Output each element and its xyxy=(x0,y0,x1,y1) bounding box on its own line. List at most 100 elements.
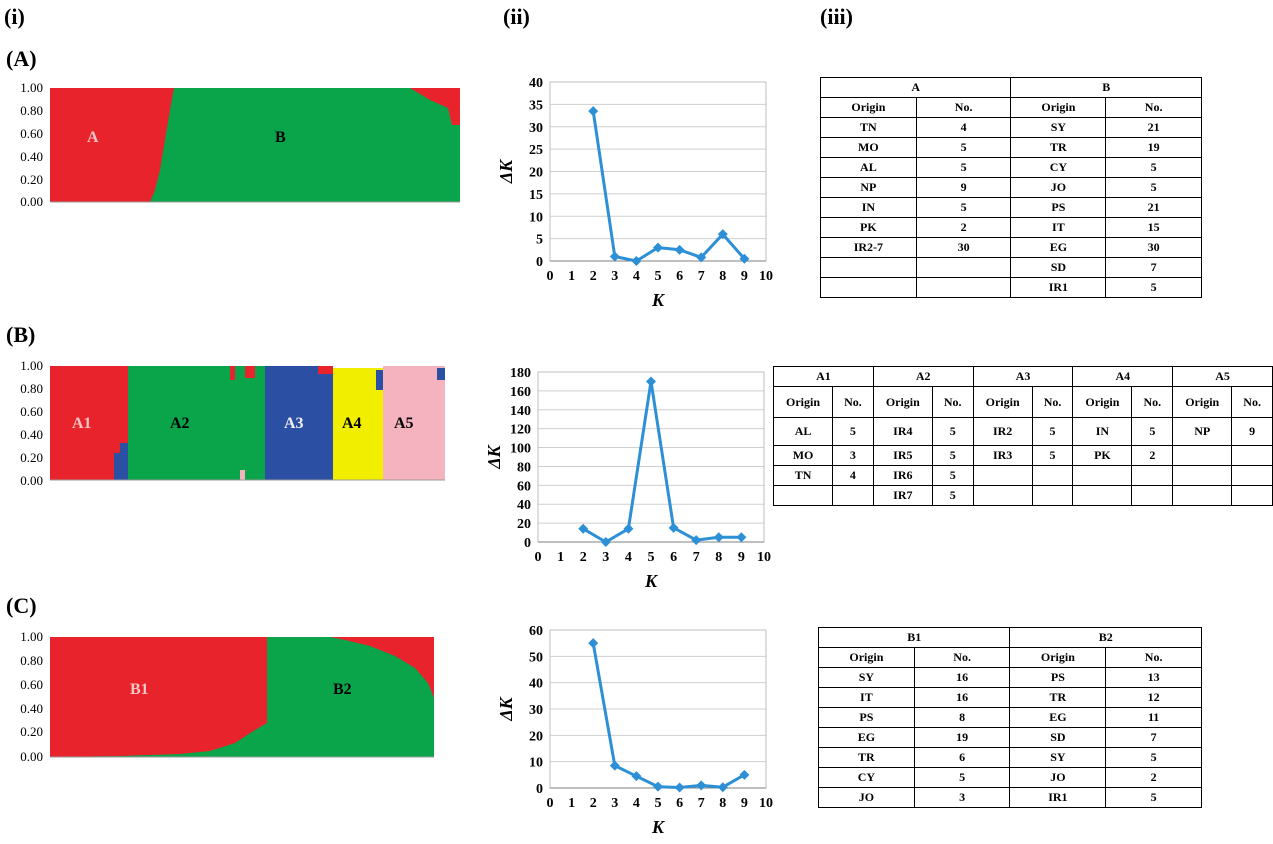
y-tick-label: 10 xyxy=(529,756,543,771)
x-tick-label: 6 xyxy=(676,796,683,811)
delta-k-point xyxy=(623,523,634,534)
struct-b-label-a5: A5 xyxy=(394,415,414,432)
struct-b-ytick: 0.40 xyxy=(20,427,43,442)
delta-k-point xyxy=(631,256,642,266)
table-cell: 30 xyxy=(915,237,1012,258)
table-row: SY 16 PS 13 xyxy=(818,667,1202,688)
struct-c-ytick: 0.40 xyxy=(20,701,43,716)
table-cell: IR5 xyxy=(872,445,933,466)
table-cell: 5 xyxy=(915,137,1012,158)
table-cell: TR xyxy=(1010,137,1107,158)
delta-k-point xyxy=(653,781,663,792)
delta-k-point xyxy=(717,229,728,240)
delta-k-point xyxy=(717,782,728,793)
struct-b-cluster-a5 xyxy=(383,366,445,480)
x-tick-label: 5 xyxy=(655,269,662,284)
table-cell xyxy=(1172,465,1233,486)
table-cell: MO xyxy=(820,137,917,158)
column-label-i: (i) xyxy=(4,4,25,29)
table-cell: IR2-7 xyxy=(820,237,917,258)
plot-frame xyxy=(537,371,765,543)
y-tick-label: 40 xyxy=(517,498,531,513)
table-cell: 15 xyxy=(1105,217,1202,238)
table-row: IR7 5 xyxy=(772,485,1273,506)
table-cell: 21 xyxy=(1105,117,1202,138)
table-cell xyxy=(832,485,874,506)
table-row: NP 9 JO 5 xyxy=(820,177,1202,198)
table-cell: 2 xyxy=(1131,445,1174,466)
delta-k-point xyxy=(668,522,679,533)
table-cell: PS xyxy=(1010,197,1107,218)
table-cell: 6 xyxy=(913,747,1011,768)
x-tick-label: 8 xyxy=(719,269,726,284)
table-cell: 16 xyxy=(913,687,1011,708)
table-cell: 11 xyxy=(1105,707,1202,728)
table-cell: 2 xyxy=(1105,767,1202,788)
table-cell: 30 xyxy=(1105,237,1202,258)
y-tick-label: 20 xyxy=(529,166,543,181)
x-tick-label: 4 xyxy=(633,269,640,284)
table-cell: SY xyxy=(1009,747,1107,768)
x-tick-label: 7 xyxy=(698,269,705,284)
struct-b-ytick: 1.00 xyxy=(20,358,43,373)
y-tick-label: 180 xyxy=(510,366,531,381)
table-a-group-a: A xyxy=(819,77,1012,98)
table-b-col-no: No. xyxy=(832,386,874,418)
x-tick-label: 6 xyxy=(670,550,677,565)
delta-k-point xyxy=(588,106,599,117)
delta-k-point xyxy=(609,760,620,771)
struct-b-cluster-a3 xyxy=(265,366,333,480)
table-cell: 9 xyxy=(1231,417,1273,446)
struct-b-label-a1: A1 xyxy=(72,415,92,432)
struct-b-cluster-a2 xyxy=(128,366,265,480)
struct-a-label-a: A xyxy=(87,129,99,146)
x-tick-label: 2 xyxy=(590,269,597,284)
table-cell: CY xyxy=(818,767,915,788)
table-cell: 5 xyxy=(913,767,1011,788)
table-cell: 8 xyxy=(913,707,1011,728)
column-label-iii: (iii) xyxy=(820,4,853,29)
delta-k-point xyxy=(739,253,750,264)
table-b-col-origin: Origin xyxy=(972,386,1033,418)
y-tick-label: 80 xyxy=(517,460,531,475)
x-tick-label: 3 xyxy=(602,550,609,565)
table-row: MO 5 TR 19 xyxy=(820,137,1202,158)
table-cell: 7 xyxy=(1105,727,1202,748)
table-cell: 5 xyxy=(931,485,974,506)
struct-c-tail xyxy=(330,637,434,698)
x-tick-label: 8 xyxy=(715,550,722,565)
table-cell: NP xyxy=(820,177,917,198)
table-cell: IN xyxy=(1072,417,1133,446)
table-cell: PS xyxy=(1009,667,1107,688)
table-a-col-origin: Origin xyxy=(820,97,917,118)
table-cell: IR1 xyxy=(1009,787,1107,808)
panel-label-a: (A) xyxy=(6,46,37,71)
struct-c-ytick: 1.00 xyxy=(20,629,43,644)
table-b-group-a5: A5 xyxy=(1172,366,1273,387)
x-tick-label: 8 xyxy=(719,796,726,811)
table-row: IT 16 TR 12 xyxy=(818,687,1202,708)
struct-b-cluster-a4 xyxy=(333,368,383,480)
struct-a-label-b: B xyxy=(275,129,286,146)
table-c-col-no: No. xyxy=(1105,647,1202,668)
table-cell: EG xyxy=(1009,707,1107,728)
table-cell: PS xyxy=(818,707,915,728)
table-cell: JO xyxy=(1010,177,1107,198)
table-cell: IR7 xyxy=(872,485,933,506)
table-cell xyxy=(1231,485,1273,506)
struct-c-ytick: 0.60 xyxy=(20,677,43,692)
x-tick-label: 2 xyxy=(580,550,587,565)
table-b-group-a2: A2 xyxy=(872,366,974,387)
table-b-col-origin: Origin xyxy=(772,386,834,418)
table-row: TN 4 IR6 5 xyxy=(772,465,1273,486)
y-tick-label: 0 xyxy=(536,255,543,270)
x-tick-label: 7 xyxy=(698,796,705,811)
table-cell: IR2 xyxy=(972,417,1033,446)
cluster-table-a: A B Origin No. Origin No. TN 4 SY 21 MO 5 TR 1… xyxy=(819,77,1202,298)
x-axis-title: K xyxy=(651,290,666,310)
struct-a-ytick: 0.80 xyxy=(20,103,43,118)
table-cell: EG xyxy=(818,727,915,748)
y-tick-label: 15 xyxy=(529,188,543,203)
delta-k-point xyxy=(646,376,656,387)
